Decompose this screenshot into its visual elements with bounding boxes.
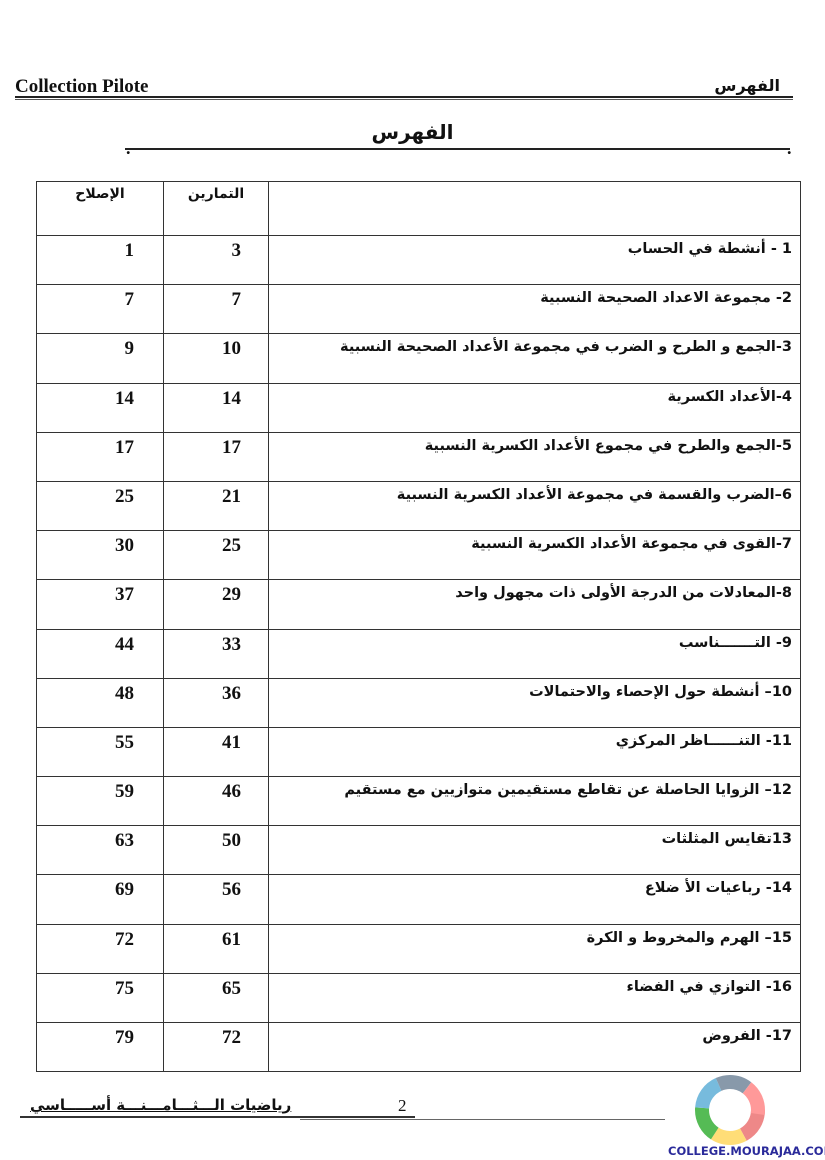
exercises-page: 41 <box>222 731 241 753</box>
exercises-page: 7 <box>231 289 242 311</box>
exercises-page: 10 <box>222 338 241 360</box>
topic-title: 8-المعادلات من الدرجة الأولى ذات مجهول و… <box>455 585 792 602</box>
table-row: 79 72 17- الفروض <box>36 1021 801 1073</box>
table-row: 37 29 8-المعادلات من الدرجة الأولى ذات مجه… <box>36 579 801 630</box>
correction-page: 75 <box>115 977 134 999</box>
correction-page: 1 <box>124 240 135 261</box>
correction-page: 17 <box>115 436 134 458</box>
table-row: 17 17 5-الجمع والطرح في مجموع الأعداد الكس… <box>36 431 801 482</box>
correction-page: 69 <box>115 879 134 901</box>
topic-title: 2- مجموعة الاعداد الصحيحة النسبية <box>540 290 792 307</box>
collection-name: Collection Pilote <box>15 76 149 97</box>
table-row: 63 50 13تقايس المثلثات <box>36 825 801 876</box>
table-row: 14 14 4-الأعداد الكسرية <box>36 382 801 433</box>
correction-page: 25 <box>115 485 134 507</box>
table-row: 72 61 15– الهرم والمخروط و الكرة <box>36 923 801 974</box>
exercises-page: 65 <box>222 977 241 999</box>
topic-title: 17- الفروض <box>702 1028 792 1044</box>
topic-title: 12– الزوايا الحاصلة عن تقاطع مستقيمين مت… <box>344 782 792 799</box>
table-row: 9 10 3-الجمع و الطرح و الضرب في مجموعة الأ… <box>36 333 801 384</box>
topic-title: 13تقايس المثلثات <box>661 831 792 848</box>
title-rule <box>125 148 790 150</box>
footer-rule <box>20 1116 415 1118</box>
exercises-page: 46 <box>222 781 241 803</box>
table-row: 75 65 16- التوازي في الفضاء <box>36 972 801 1024</box>
exercises-page: 14 <box>222 387 241 409</box>
topic-title: 1 - أنشطة في الحساب <box>627 241 792 257</box>
column-header-exercises: التمارين <box>163 181 269 236</box>
footer-subject: رياضيات الـــثـــامـــنـــة أســـــاسي <box>30 1096 292 1114</box>
topic-title: 5-الجمع والطرح في مجموع الأعداد الكسرية … <box>424 437 792 454</box>
topic-title: 7-القوى في مجموعة الأعداد الكسرية النسبي… <box>471 536 792 553</box>
exercises-page: 72 <box>222 1027 241 1048</box>
correction-page: 72 <box>115 928 134 950</box>
topic-title: 9- التـــــــناسب <box>678 634 792 651</box>
table-row: 48 36 10– أنشطة حول الإحصاء والاحتمالات <box>36 677 801 728</box>
correction-page: 79 <box>115 1027 134 1048</box>
table-row: 59 46 12– الزوايا الحاصلة عن تقاطع مستقيمي… <box>36 776 801 827</box>
site-url: COLLEGE.MOURAJAA.COM <box>668 1144 825 1158</box>
topic-title: 11- التنــــــاظر المركزي <box>615 732 792 749</box>
column-header-correction: الإصلاح <box>36 181 164 236</box>
exercises-page: 25 <box>222 535 241 557</box>
exercises-page: 61 <box>222 928 241 950</box>
title-dot-right: . <box>787 138 792 158</box>
correction-page: 9 <box>124 338 135 360</box>
exercises-page: 56 <box>222 879 241 901</box>
footer-rule-thin <box>300 1119 665 1120</box>
correction-page: 7 <box>124 289 135 311</box>
table-row: 30 25 7-القوى في مجموعة الأعداد الكسرية ال… <box>36 530 801 581</box>
topic-title: 4-الأعداد الكسرية <box>667 388 792 405</box>
site-logo-icon <box>695 1075 765 1145</box>
correction-page: 63 <box>115 830 134 852</box>
table-row: 55 41 11- التنــــــاظر المركزي <box>36 726 801 778</box>
topic-title: 16- التوازي في الفضاء <box>626 978 792 995</box>
title-dot-left: . <box>126 138 131 158</box>
topic-title: 3-الجمع و الطرح و الضرب في مجموعة الأعدا… <box>340 339 792 356</box>
column-header-topic <box>268 181 801 236</box>
topic-title: 15– الهرم والمخروط و الكرة <box>586 929 792 946</box>
correction-page: 55 <box>115 731 134 753</box>
topic-title: 14- رباعيات الأ ضلاع <box>644 880 792 897</box>
page-number: 2 <box>398 1096 407 1115</box>
page-title: الفهرس <box>371 120 454 144</box>
topic-title: 6–الضرب والقسمة في مجموعة الأعداد الكسري… <box>396 486 792 503</box>
correction-page: 48 <box>115 682 134 704</box>
exercises-page: 3 <box>231 240 242 261</box>
header-section-title: الفهرس <box>714 76 780 95</box>
table-row: 44 33 9- التـــــــناسب <box>36 628 801 679</box>
topic-title: 10– أنشطة حول الإحصاء والاحتمالات <box>529 683 792 700</box>
correction-page: 44 <box>115 633 134 655</box>
header-rule <box>15 96 793 100</box>
exercises-page: 36 <box>222 682 241 704</box>
exercises-page: 17 <box>222 436 241 458</box>
table-header-row: الإصلاح التمارين <box>36 181 801 236</box>
correction-page: 30 <box>115 535 134 557</box>
exercises-page: 33 <box>222 633 241 655</box>
correction-page: 14 <box>115 387 134 409</box>
correction-page: 59 <box>115 781 134 803</box>
exercises-page: 50 <box>222 830 241 852</box>
table-row: 1 3 1 - أنشطة في الحساب <box>36 234 801 286</box>
table-row: 7 7 2- مجموعة الاعداد الصحيحة النسبية <box>36 284 801 335</box>
table-row: 25 21 6–الضرب والقسمة في مجموعة الأعداد ال… <box>36 480 801 532</box>
correction-page: 37 <box>115 584 134 606</box>
exercises-page: 29 <box>222 584 241 606</box>
table-row: 69 56 14- رباعيات الأ ضلاع <box>36 874 801 925</box>
exercises-page: 21 <box>222 485 241 507</box>
